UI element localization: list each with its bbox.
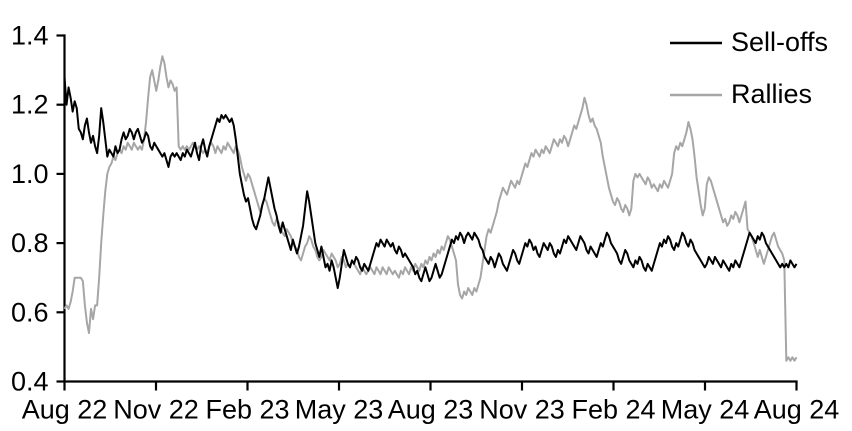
x-tick-marks — [63, 381, 798, 391]
x-tick-label-group: Aug 22 Nov 22 Feb 23 May 23 Aug 23 Nov 23 Feb … — [22, 395, 840, 425]
y-tick-label-group: 0.4 0.6 0.8 1.0 1.2 1.4 — [11, 21, 49, 397]
x-tick-label: Aug 24 — [754, 395, 840, 425]
x-tick-label: May 24 — [661, 395, 750, 425]
x-tick-label: Aug 23 — [388, 395, 474, 425]
x-tick-label: Nov 23 — [479, 395, 565, 425]
x-tick-label: Feb 24 — [571, 395, 655, 425]
x-tick-label: May 23 — [295, 395, 384, 425]
series-group — [63, 55, 798, 362]
x-tick-label: Feb 23 — [205, 395, 289, 425]
x-tick-label: Nov 22 — [113, 395, 199, 425]
y-tick-label: 0.4 — [11, 367, 49, 397]
legend: Sell-offs Rallies — [670, 27, 828, 109]
y-tick-label: 0.8 — [11, 228, 49, 258]
x-tick-label: Aug 22 — [22, 395, 108, 425]
y-tick-label: 1.4 — [11, 21, 49, 51]
y-tick-label: 0.6 — [11, 297, 49, 327]
y-tick-label: 1.0 — [11, 159, 49, 189]
y-tick-label: 1.2 — [11, 90, 49, 120]
legend-label-rallies: Rallies — [731, 79, 812, 109]
y-tick-marks — [56, 34, 65, 383]
series-line-sell-offs — [63, 76, 798, 290]
legend-label-sell-offs: Sell-offs — [731, 27, 828, 57]
series-line-rallies — [63, 55, 798, 362]
